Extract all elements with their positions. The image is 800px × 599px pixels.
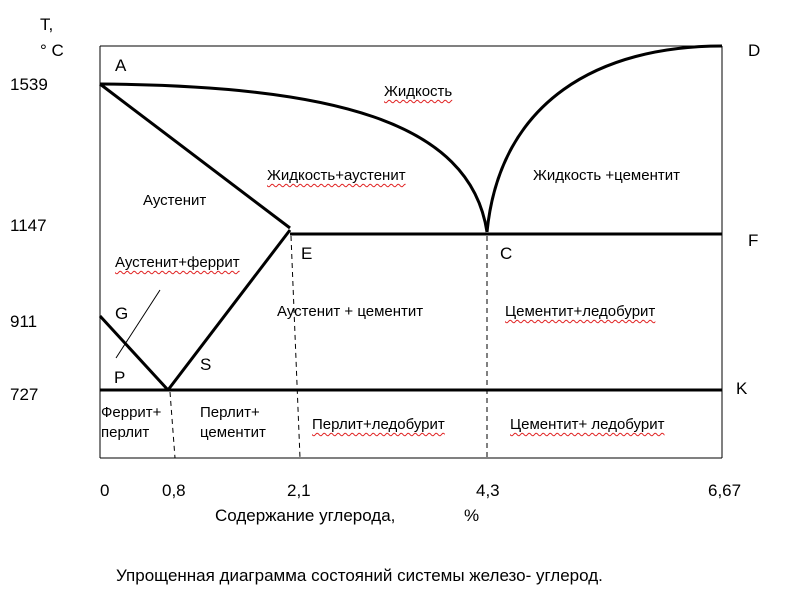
point-label-e: E <box>301 244 313 263</box>
dashed-line-21 <box>290 235 301 459</box>
phase-liquid: Жидкость <box>384 83 453 100</box>
phase-austenite-ferrite: Аустенит+феррит <box>115 254 240 271</box>
y-tick-727: 727 <box>10 385 39 404</box>
phase-austenite-cementite: Аустенит + цементит <box>277 303 424 320</box>
y-tick-911: 911 <box>10 312 38 331</box>
x-tick-0-8: 0,8 <box>162 481 186 500</box>
line-gs <box>98 314 170 392</box>
point-label-d: D <box>748 41 761 60</box>
phase-austenite: Аустенит <box>143 192 207 209</box>
phase-ferrite-pearlite-line2: перлит <box>101 424 150 441</box>
line-es <box>166 229 292 391</box>
phase-pearlite-cementite-line2: цементит <box>200 424 266 441</box>
x-tick-6-67: 6,67 <box>708 481 742 500</box>
y-axis-title-line2: ° C <box>40 41 64 60</box>
dashed-line-08 <box>169 391 176 459</box>
phase-liquid-austenite: Жидкость+аустенит <box>267 167 406 184</box>
x-axis-unit: % <box>464 506 480 525</box>
x-tick-4-3: 4,3 <box>476 481 500 500</box>
phase-cementite-ledeburite-lower: Цементит+ ледобурит <box>510 416 665 433</box>
point-label-g: G <box>115 304 129 323</box>
y-tick-1147: 1147 <box>10 216 47 235</box>
phase-liquid-cementite: Жидкость +цементит <box>533 167 680 184</box>
point-label-s: S <box>200 355 212 374</box>
y-axis-title-line1: T, <box>40 15 54 34</box>
point-label-f: F <box>748 231 759 250</box>
y-tick-1539: 1539 <box>10 75 48 94</box>
point-label-a: A <box>115 56 127 75</box>
solidus-line-ae <box>99 82 291 230</box>
phase-pearlite-cementite-line1: Перлит+ <box>200 404 260 421</box>
x-axis-label: Содержание углерода, <box>215 506 396 525</box>
x-tick-0: 0 <box>100 481 110 500</box>
line-gp <box>115 289 161 359</box>
liquidus-curve-ac <box>99 82 489 233</box>
point-label-k: K <box>736 379 748 398</box>
phase-cementite-ledeburite-upper: Цементит+ледобурит <box>505 303 656 320</box>
phase-ferrite-pearlite-line1: Феррит+ <box>101 404 162 421</box>
point-label-c: C <box>500 244 513 263</box>
diagram-caption: Упрощенная диаграмма состояний системы ж… <box>116 566 603 585</box>
point-label-p: P <box>114 368 126 387</box>
phase-pearlite-ledeburite: Перлит+ледобурит <box>312 416 445 433</box>
x-tick-2-1: 2,1 <box>287 481 311 500</box>
liquidus-curve-cd <box>485 44 723 233</box>
